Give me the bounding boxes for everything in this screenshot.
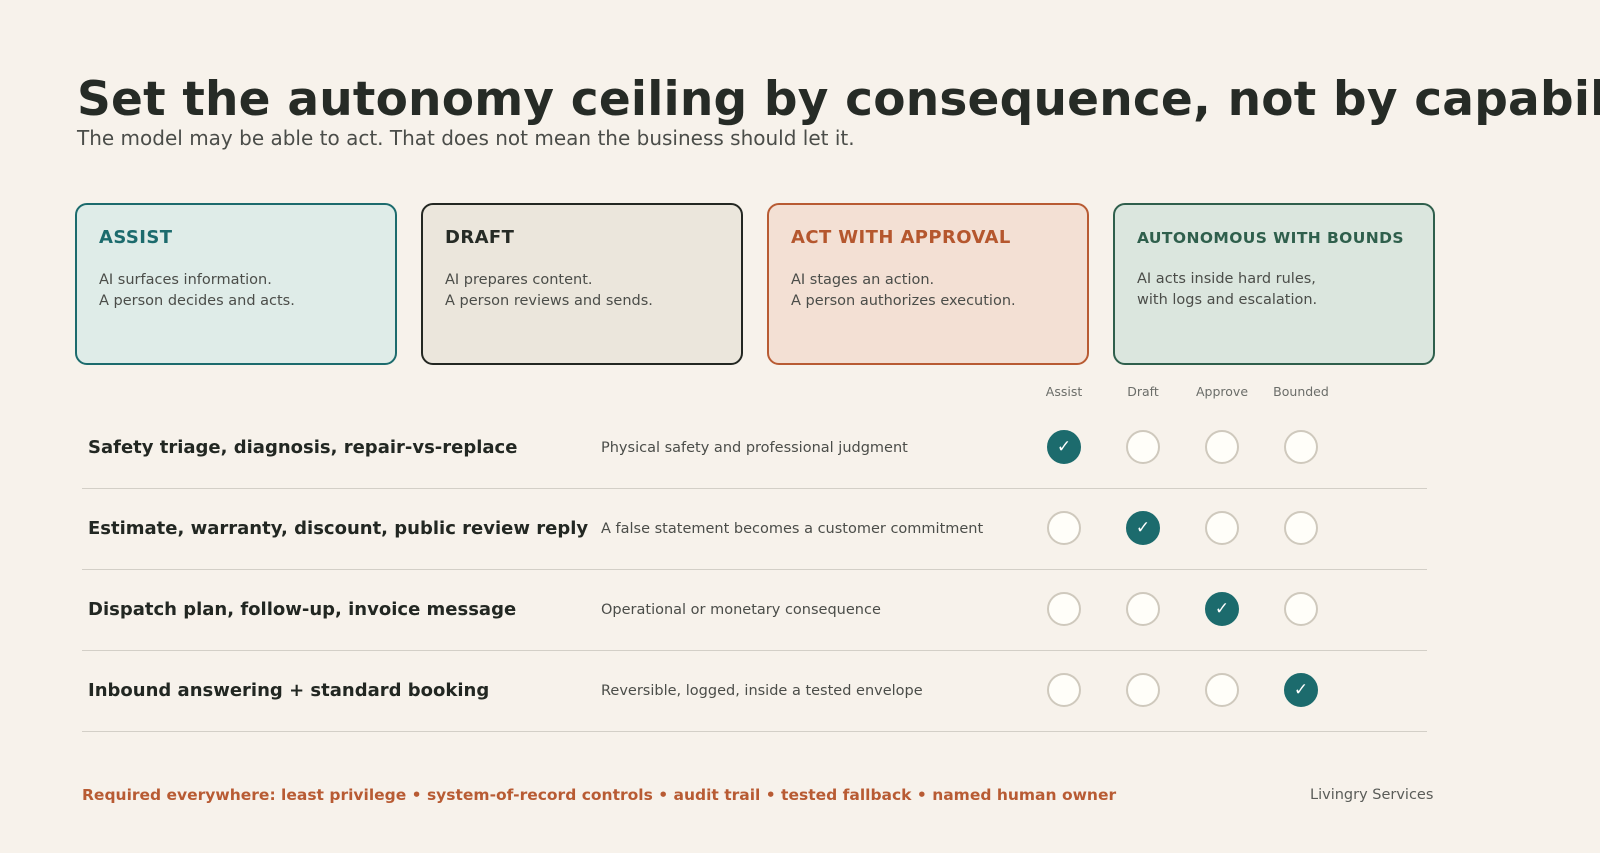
card-assist: ASSIST AI surfaces information. A person… <box>75 203 397 365</box>
table-row: Estimate, warranty, discount, public rev… <box>82 489 1427 570</box>
row-description: Reversible, logged, inside a tested enve… <box>601 683 923 699</box>
column-header-bounded: Bounded <box>1273 384 1329 399</box>
empty-circle-icon <box>1047 511 1081 545</box>
empty-circle-icon <box>1205 511 1239 545</box>
table-row: Dispatch plan, follow-up, invoice messag… <box>82 570 1427 651</box>
check-icon: ✓ <box>1205 592 1239 626</box>
row-label: Estimate, warranty, discount, public rev… <box>88 518 589 539</box>
empty-circle-icon <box>1047 592 1081 626</box>
empty-circle-icon <box>1126 430 1160 464</box>
card-line: with logs and escalation. <box>1137 292 1318 308</box>
card-line: A person decides and acts. <box>99 293 295 309</box>
row-description: Physical safety and professional judgmen… <box>601 440 908 456</box>
requirements-footer: Required everywhere: least privilege • s… <box>82 786 1117 804</box>
card-autonomous-with-bounds: AUTONOMOUS WITH BOUNDS AI acts inside ha… <box>1113 203 1435 365</box>
check-icon: ✓ <box>1047 430 1081 464</box>
card-title: ACT WITH APPROVAL <box>791 227 1011 248</box>
row-label: Safety triage, diagnosis, repair-vs-repl… <box>88 437 518 458</box>
brand-label: Livingry Services <box>1310 787 1434 803</box>
empty-circle-icon <box>1205 430 1239 464</box>
card-line: A person authorizes execution. <box>791 293 1016 309</box>
empty-circle-icon <box>1126 673 1160 707</box>
empty-circle-icon <box>1126 592 1160 626</box>
row-divider <box>82 568 1427 570</box>
row-divider <box>82 730 1427 732</box>
card-line: AI surfaces information. <box>99 272 272 288</box>
card-title: DRAFT <box>445 227 515 248</box>
row-label: Dispatch plan, follow-up, invoice messag… <box>88 599 517 620</box>
card-act-with-approval: ACT WITH APPROVAL AI stages an action. A… <box>767 203 1089 365</box>
table-row: Safety triage, diagnosis, repair-vs-repl… <box>82 408 1427 489</box>
empty-circle-icon <box>1284 511 1318 545</box>
column-header-approve: Approve <box>1195 384 1249 399</box>
card-line: AI prepares content. <box>445 272 593 288</box>
row-description: A false statement becomes a customer com… <box>601 521 984 537</box>
page-title: Set the autonomy ceiling by consequence,… <box>77 72 1600 127</box>
page-subtitle: The model may be able to act. That does … <box>77 126 855 150</box>
card-line: A person reviews and sends. <box>445 293 653 309</box>
card-line: AI acts inside hard rules, <box>1137 271 1316 287</box>
empty-circle-icon <box>1205 673 1239 707</box>
card-draft: DRAFT AI prepares content. A person revi… <box>421 203 743 365</box>
column-header-draft: Draft <box>1127 384 1159 399</box>
check-icon: ✓ <box>1126 511 1160 545</box>
empty-circle-icon <box>1047 673 1081 707</box>
row-divider <box>82 649 1427 651</box>
row-label: Inbound answering + standard booking <box>88 680 490 701</box>
empty-circle-icon <box>1284 592 1318 626</box>
table-row: Inbound answering + standard booking Reve… <box>82 651 1427 732</box>
column-header-assist: Assist <box>1045 384 1083 399</box>
row-description: Operational or monetary consequence <box>601 602 881 618</box>
card-title: ASSIST <box>99 227 173 248</box>
empty-circle-icon <box>1284 430 1318 464</box>
check-icon: ✓ <box>1284 673 1318 707</box>
row-divider <box>82 487 1427 489</box>
card-title: AUTONOMOUS WITH BOUNDS <box>1137 229 1404 247</box>
card-line: AI stages an action. <box>791 272 935 288</box>
